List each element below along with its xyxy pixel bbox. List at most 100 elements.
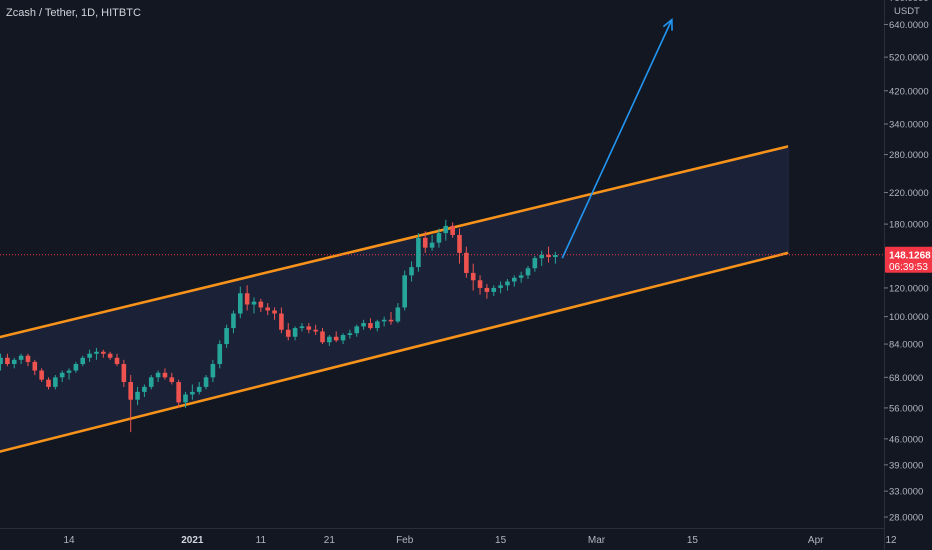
candle-body xyxy=(525,268,531,276)
y-tick-label: 420.0000 xyxy=(889,86,929,97)
countdown-timer: 06:39:53 xyxy=(889,262,928,273)
candle xyxy=(176,379,181,408)
candle xyxy=(532,255,538,272)
candle xyxy=(546,246,551,263)
candle xyxy=(457,228,462,264)
candle-body xyxy=(313,329,318,332)
candle-body xyxy=(258,301,264,308)
candle xyxy=(381,316,387,327)
y-tick-label: 28.0000 xyxy=(889,513,923,524)
price-channel xyxy=(0,145,884,453)
candle xyxy=(148,375,154,390)
arrow-head xyxy=(662,17,673,31)
candle-body xyxy=(162,372,168,378)
x-tick-label: 21 xyxy=(324,535,336,546)
candle xyxy=(190,384,195,400)
candle-body xyxy=(505,281,510,286)
candle xyxy=(436,228,442,248)
candle xyxy=(251,297,257,314)
candlestick-series xyxy=(0,219,558,433)
candle-body xyxy=(443,225,449,234)
candle-body xyxy=(546,254,551,258)
candle xyxy=(196,382,202,395)
candle xyxy=(340,333,346,345)
candle xyxy=(409,261,414,282)
candle xyxy=(32,359,38,376)
candle-body xyxy=(183,394,188,403)
candle xyxy=(299,323,305,332)
candle-body xyxy=(395,307,401,322)
candle xyxy=(224,324,229,348)
channel-lower-line[interactable] xyxy=(0,251,789,453)
candle-body xyxy=(231,313,236,329)
candle-body xyxy=(518,275,524,278)
candle-body xyxy=(285,329,291,337)
candle-body xyxy=(354,326,360,334)
candle-body xyxy=(368,323,373,329)
candle xyxy=(320,328,325,345)
candle xyxy=(498,281,503,294)
candle-body xyxy=(272,310,277,314)
candle xyxy=(375,319,380,332)
candle xyxy=(66,368,72,380)
channel-fill xyxy=(0,146,789,452)
candle xyxy=(292,326,298,341)
candle xyxy=(464,246,469,278)
candle-body xyxy=(498,285,503,288)
candle xyxy=(258,298,264,312)
candle-body xyxy=(539,254,544,259)
candle xyxy=(107,351,113,360)
candle xyxy=(5,353,10,367)
x-tick-label: 2021 xyxy=(181,535,204,546)
candle-body xyxy=(135,391,140,400)
x-tick-label: 12 xyxy=(885,535,897,546)
candle xyxy=(94,347,99,360)
candle xyxy=(238,286,243,319)
candle xyxy=(525,265,531,280)
candle-body xyxy=(73,364,79,371)
arrow-shaft[interactable] xyxy=(561,19,673,259)
candle xyxy=(169,372,175,385)
candle-body xyxy=(470,272,476,281)
candle-body xyxy=(347,333,353,335)
candle-body xyxy=(477,280,483,288)
y-tick-label: 760.0000 xyxy=(889,0,929,4)
candle-body xyxy=(107,353,113,358)
x-tick-label: Mar xyxy=(588,535,606,546)
candle xyxy=(484,284,490,299)
candle xyxy=(59,370,65,383)
candle-body xyxy=(238,293,243,314)
candle xyxy=(39,368,44,383)
candle xyxy=(491,285,497,297)
candle-body xyxy=(340,334,346,341)
candle xyxy=(388,311,394,325)
channel-upper-line[interactable] xyxy=(0,145,789,339)
candle-body xyxy=(333,336,339,341)
price-axis[interactable]: 760.0000 640.0000 520.0000 420.0000 340.0000… xyxy=(884,0,932,550)
x-tick-label: 11 xyxy=(256,535,267,546)
candle-body xyxy=(59,372,65,378)
candle xyxy=(210,359,216,383)
candle xyxy=(217,340,223,369)
time-axis[interactable]: 14 2021 11 21 Feb 15 Mar 15 Apr 12 xyxy=(0,528,897,547)
candle xyxy=(279,307,284,334)
candle-body xyxy=(80,357,86,365)
candle xyxy=(0,353,3,371)
candle xyxy=(25,353,31,367)
candle-body xyxy=(224,328,229,345)
y-tick-label: 33.0000 xyxy=(889,487,923,498)
candle xyxy=(333,331,339,343)
x-tick-label: Apr xyxy=(808,535,824,546)
candle xyxy=(368,318,373,330)
candle xyxy=(46,377,51,390)
currency-label: USDT xyxy=(894,6,920,17)
candle xyxy=(553,251,558,264)
y-tick-label: 340.0000 xyxy=(889,120,929,131)
y-tick-label: 120.0000 xyxy=(889,283,929,294)
y-tick-label: 180.0000 xyxy=(889,220,929,231)
candle-body xyxy=(457,234,462,253)
candle xyxy=(512,275,517,287)
candle-body xyxy=(18,355,24,360)
candle xyxy=(518,271,524,283)
